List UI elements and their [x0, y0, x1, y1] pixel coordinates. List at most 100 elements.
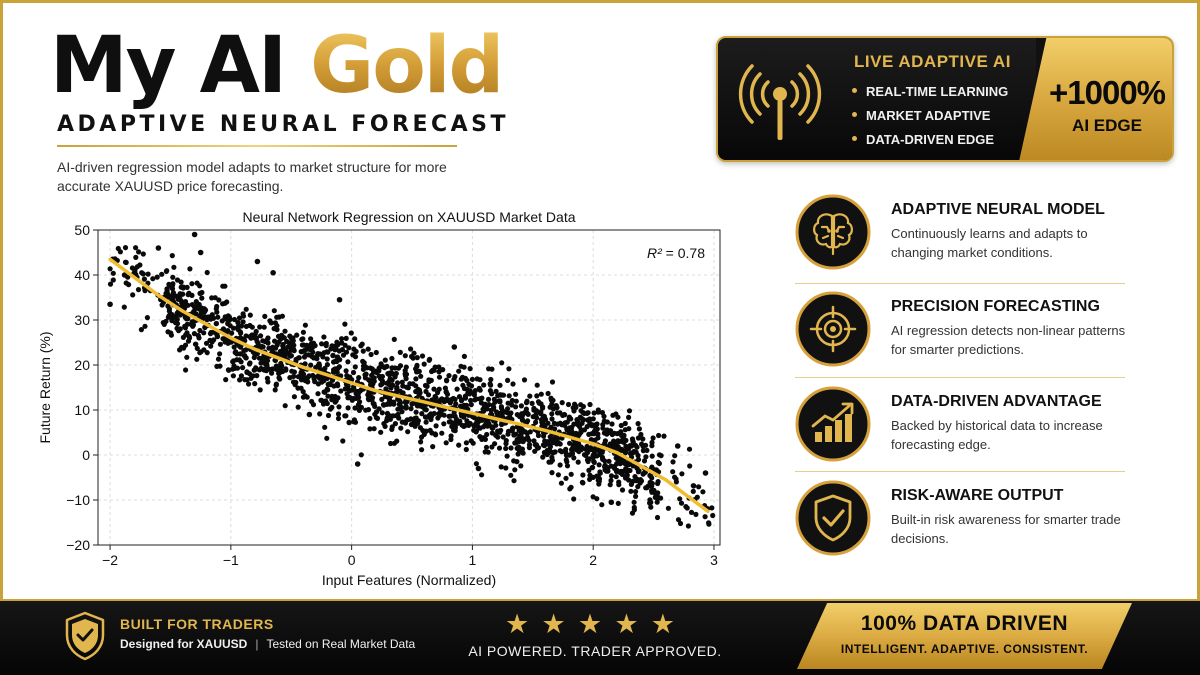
scatter-point [388, 440, 394, 447]
scatter-point [191, 331, 197, 337]
scatter-point [209, 295, 215, 301]
scatter-point [257, 387, 263, 393]
data-driven-badge [797, 603, 1132, 669]
star-icon: ★ [505, 609, 530, 639]
scatter-point [180, 334, 186, 340]
live-card-heading: LIVE ADAPTIVE AI [854, 52, 1011, 71]
scatter-point [142, 323, 148, 329]
scatter-point [319, 397, 325, 403]
bullet-icon [852, 112, 857, 118]
scatter-point [532, 448, 538, 454]
scatter-point [367, 365, 374, 371]
scatter-point [548, 435, 554, 441]
scatter-point [123, 280, 129, 286]
scatter-point [130, 292, 136, 298]
scatter-point [204, 350, 210, 356]
scatter-point [563, 475, 569, 481]
scatter-point [709, 505, 715, 511]
scatter-point [286, 350, 292, 356]
tested-label: Tested on Real Market Data [266, 637, 416, 651]
scatter-point [367, 415, 373, 422]
scatter-point [145, 271, 151, 277]
scatter-point [262, 313, 268, 319]
broadcast-antenna-icon [738, 64, 822, 140]
scatter-point [144, 315, 150, 321]
scatter-point [332, 393, 338, 400]
scatter-point [379, 410, 385, 416]
scatter-point [354, 461, 361, 467]
scatter-point [527, 429, 533, 435]
scatter-point [601, 413, 607, 419]
scatter-point [482, 417, 488, 423]
scatter-point [562, 412, 568, 418]
scatter-point [626, 408, 633, 414]
scatter-point [358, 452, 364, 458]
scatter-point [636, 426, 643, 432]
feature-divider [795, 377, 1125, 378]
scatter-point [339, 347, 345, 353]
scatter-point [165, 329, 171, 335]
scatter-point [407, 416, 413, 422]
scatter-point [330, 369, 337, 375]
scatter-point [319, 341, 325, 347]
scatter-point [585, 410, 591, 416]
scatter-point [518, 426, 524, 432]
scatter-point [300, 336, 306, 342]
scatter-point [302, 393, 308, 399]
scatter-point [595, 407, 601, 413]
scatter-point [197, 283, 203, 289]
scatter-point [384, 410, 390, 417]
scatter-point [509, 402, 515, 408]
scatter-point [520, 450, 526, 456]
scatter-point [336, 404, 342, 410]
scatter-point [503, 465, 509, 471]
scatter-point [186, 333, 192, 339]
scatter-point [138, 327, 144, 333]
x-tick-label: 2 [589, 552, 597, 568]
scatter-point [626, 477, 632, 483]
scatter-point [557, 462, 563, 468]
scatter-point [391, 440, 397, 446]
scatter-point [405, 385, 411, 391]
scatter-point [423, 428, 429, 434]
scatter-point [303, 352, 309, 358]
scatter-point [299, 342, 305, 348]
scatter-point [115, 245, 121, 252]
scatter-point [518, 403, 524, 409]
scatter-point [624, 445, 630, 451]
scatter-point [432, 431, 438, 437]
scatter-point [608, 477, 614, 484]
scatter-point [571, 455, 577, 461]
scatter-point [475, 424, 482, 430]
scatter-point [473, 428, 479, 434]
scatter-point [335, 383, 341, 389]
scatter-point [110, 270, 116, 276]
scatter-point [338, 388, 344, 394]
scatter-point [283, 346, 289, 352]
scatter-point [532, 442, 538, 448]
scatter-point [678, 500, 685, 506]
scatter-point [290, 379, 297, 385]
scatter-point [302, 322, 308, 328]
scatter-point [633, 489, 639, 495]
scatter-point [489, 424, 495, 430]
title-main: My AI [50, 21, 311, 111]
scatter-point [522, 429, 528, 435]
scatter-point [202, 309, 208, 315]
scatter-point [260, 338, 266, 344]
scatter-point [586, 456, 592, 462]
scatter-point [418, 439, 424, 445]
scatter-point [480, 435, 486, 441]
feature-adaptive-neural-model: ADAPTIVE NEURAL MODEL Continuously learn… [795, 194, 1125, 284]
scatter-point [604, 466, 611, 472]
scatter-point [670, 469, 676, 475]
scatter-point [229, 330, 235, 336]
scatter-point [463, 440, 469, 446]
scatter-point [436, 364, 442, 370]
scatter-point [403, 376, 409, 382]
scatter-point [540, 454, 546, 460]
scatter-point [230, 373, 236, 379]
scatter-point [419, 447, 425, 453]
scatter-point [587, 472, 593, 478]
scatter-point [503, 441, 509, 447]
